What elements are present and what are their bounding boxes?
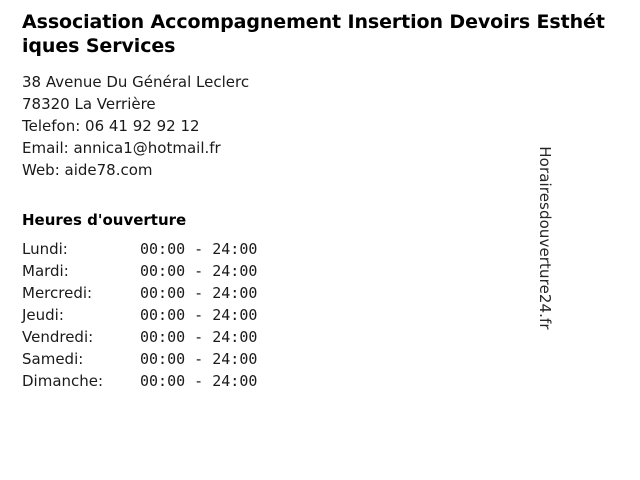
day-hours: 00:00 - 24:00 [140,306,258,324]
opening-hours-body: Lundi: 00:00 - 24:00 Mardi: 00:00 - 24:0… [22,238,257,392]
day-hours: 00:00 - 24:00 [140,350,258,368]
opening-hours-heading: Heures d'ouverture [22,211,187,229]
opening-hours-table: Lundi: 00:00 - 24:00 Mardi: 00:00 - 24:0… [22,238,257,392]
table-row: Samedi: 00:00 - 24:00 [22,348,257,370]
day-label: Samedi: [22,350,84,368]
table-row: Vendredi: 00:00 - 24:00 [22,326,257,348]
table-row: Mardi: 00:00 - 24:00 [22,260,257,282]
day-label: Lundi: [22,240,68,258]
day-label: Jeudi: [22,306,64,324]
table-row: Jeudi: 00:00 - 24:00 [22,304,257,326]
day-hours: 00:00 - 24:00 [140,372,258,390]
source-watermark: Horairesdouverture24.fr [535,146,554,330]
email-line: Email: annica1@hotmail.fr [22,139,221,157]
address-street: 38 Avenue Du Général Leclerc [22,73,250,91]
contact-details: 38 Avenue Du Général Leclerc 78320 La Ve… [22,71,608,181]
day-hours: 00:00 - 24:00 [140,262,258,280]
business-name-title: Association Accompagnement Insertion Dev… [22,11,605,57]
day-hours: 00:00 - 24:00 [140,240,258,258]
table-row: Lundi: 00:00 - 24:00 [22,238,257,260]
day-hours: 00:00 - 24:00 [140,328,258,346]
day-label: Dimanche: [22,372,104,390]
day-label: Mercredi: [22,284,93,302]
table-row: Dimanche: 00:00 - 24:00 [22,370,257,392]
phone-line: Telefon: 06 41 92 92 12 [22,117,200,135]
day-label: Vendredi: [22,328,94,346]
address-city: 78320 La Verrière [22,95,156,113]
listing-content: Association Accompagnement Insertion Dev… [22,10,608,392]
day-label: Mardi: [22,262,69,280]
day-hours: 00:00 - 24:00 [140,284,258,302]
table-row: Mercredi: 00:00 - 24:00 [22,282,257,304]
website-line: Web: aide78.com [22,161,153,179]
